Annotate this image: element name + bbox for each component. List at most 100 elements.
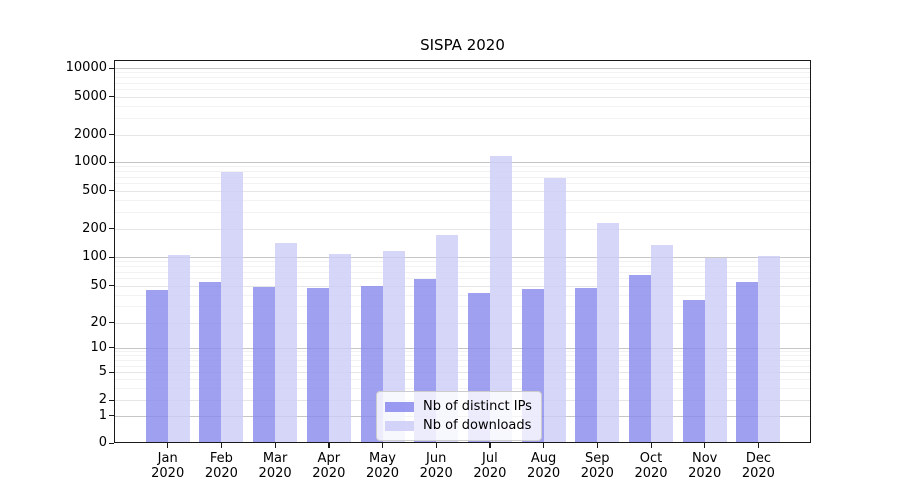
bar-downloads-jul: [489, 156, 512, 443]
x-tick-mark: [382, 443, 384, 448]
gridline-minor: [114, 294, 811, 296]
x-tick-label-feb: Feb 2020: [204, 451, 238, 481]
x-tick-label-jul: Jul 2020: [473, 451, 507, 481]
gridline-minor: [114, 379, 811, 381]
gridline-major: [114, 347, 811, 349]
chart-title: SISPA 2020: [420, 36, 505, 54]
y-tick-label: 5: [98, 364, 107, 380]
y-tick-mark: [109, 399, 114, 401]
legend-row-downloads: Nb of downloads: [385, 416, 532, 435]
y-tick-label: 200: [82, 220, 107, 236]
bar-downloads-feb: [221, 172, 244, 443]
y-tick-label: 50: [90, 277, 107, 293]
y-tick-mark: [109, 67, 114, 69]
legend-swatch-distinct-ips: [385, 401, 414, 412]
x-tick-label-jun: Jun 2020: [419, 451, 453, 481]
y-tick-mark: [109, 190, 114, 192]
y-tick-mark: [109, 322, 114, 324]
plot-area: [114, 60, 811, 443]
gridline-minor: [114, 365, 811, 367]
gridline-minor: [114, 171, 811, 173]
y-tick-label: 10: [90, 339, 107, 355]
y-tick-label: 20: [90, 314, 107, 330]
gridline-minor: [114, 351, 811, 353]
gridline-minor: [114, 77, 811, 79]
bar-ips-feb: [199, 281, 222, 443]
x-tick-mark: [757, 443, 760, 448]
bar-downloads-aug: [543, 177, 566, 443]
y-tick-label: 100: [82, 249, 107, 264]
x-tick-mark: [543, 443, 545, 448]
y-tick-mark: [109, 347, 114, 349]
bar-downloads-dec: [758, 255, 781, 443]
gridline-minor: [114, 266, 811, 268]
y-tick-label: 1: [98, 407, 107, 423]
gridline-major: [114, 285, 811, 287]
x-tick-mark: [167, 443, 169, 448]
x-tick-mark: [328, 443, 330, 448]
bar-ips-nov: [682, 299, 705, 443]
gridline-minor: [114, 176, 811, 178]
x-tick-mark: [274, 443, 276, 448]
y-tick-mark: [109, 161, 114, 163]
gridline-major: [114, 190, 811, 192]
gridline-major: [114, 162, 811, 163]
x-tick-mark: [596, 443, 599, 448]
gridline-major: [114, 257, 811, 258]
bar-downloads-apr: [328, 253, 351, 443]
gridline-minor: [114, 117, 811, 119]
y-tick-label: 5000: [73, 88, 107, 104]
x-tick-label-aug: Aug 2020: [527, 451, 561, 481]
bar-ips-dec: [736, 282, 759, 443]
x-tick-mark: [435, 443, 437, 448]
y-tick-label: 2000: [73, 126, 107, 142]
x-tick-label-dec: Dec 2020: [741, 451, 775, 481]
y-tick-label: 2: [98, 392, 107, 407]
y-tick-mark: [109, 442, 114, 444]
gridline-minor: [114, 72, 811, 74]
gridline-minor: [114, 199, 811, 201]
gridline-minor: [114, 89, 811, 90]
bar-ips-jan: [145, 289, 168, 443]
bar-downloads-sep: [597, 222, 620, 443]
x-tick-label-may: May 2020: [365, 451, 400, 481]
gridline-minor: [114, 278, 811, 279]
y-tick-mark: [109, 256, 114, 258]
gridline-minor: [114, 360, 811, 362]
bar-downloads-jan: [167, 254, 190, 443]
y-tick-mark: [109, 96, 114, 98]
y-tick-label: 1000: [73, 154, 107, 169]
y-tick-mark: [109, 134, 114, 136]
gridline-major: [114, 96, 811, 98]
y-tick-mark: [109, 415, 114, 417]
gridline-minor: [114, 355, 811, 357]
gridline-major: [114, 134, 811, 136]
y-tick-mark: [109, 371, 114, 374]
x-tick-label-apr: Apr 2020: [312, 451, 346, 481]
x-tick-mark: [489, 443, 491, 448]
gridline-minor: [114, 387, 811, 389]
y-tick-mark: [109, 285, 114, 287]
gridline-minor: [114, 261, 811, 263]
y-tick-label: 10000: [65, 60, 107, 75]
bar-downloads-mar: [275, 243, 298, 443]
legend-label-downloads: Nb of downloads: [423, 418, 532, 433]
bar-ips-apr: [306, 287, 329, 443]
x-tick-label-sep: Sep 2020: [580, 451, 614, 481]
gridline-minor: [114, 166, 811, 168]
y-tick-label: 0: [98, 435, 107, 450]
bar-ips-oct: [629, 275, 651, 443]
legend-label-distinct-ips: Nb of distinct IPs: [423, 399, 532, 414]
bar-ips-mar: [253, 287, 276, 443]
y-tick-label: 500: [82, 182, 107, 198]
gridline-minor: [114, 271, 811, 273]
gridline-major: [114, 372, 811, 374]
gridline-major: [114, 322, 811, 324]
gridline-minor: [114, 211, 811, 213]
legend-row-distinct-ips: Nb of distinct IPs: [385, 397, 532, 416]
x-tick-label-jan: Jan 2020: [151, 451, 185, 481]
x-tick-mark: [220, 443, 223, 448]
bar-ips-sep: [575, 287, 598, 443]
gridline-minor: [114, 105, 811, 107]
legend-swatch-downloads: [385, 420, 414, 431]
